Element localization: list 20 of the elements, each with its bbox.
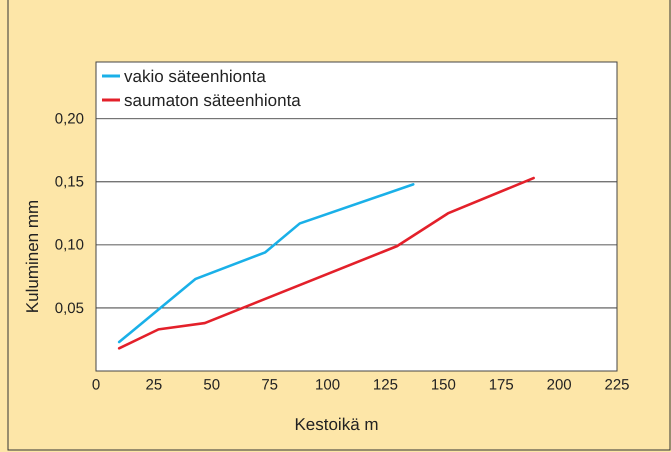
x-tick-label: 225 [604, 376, 630, 394]
legend-label: saumaton säteenhionta [124, 91, 302, 110]
y-tick-label: 0,20 [54, 110, 84, 128]
x-axis-title: Kestoikä m [294, 415, 379, 434]
y-tick-label: 0,05 [54, 300, 84, 317]
x-tick-label: 125 [372, 376, 398, 394]
y-axis-title: Kuluminen mm [23, 200, 42, 314]
x-tick-label: 0 [92, 376, 100, 394]
x-tick-label: 75 [261, 376, 278, 394]
x-tick-label: 25 [146, 376, 162, 394]
x-tick-label: 50 [203, 376, 220, 394]
y-tick-label: 0,15 [54, 174, 84, 191]
legend-label: vakio säteenhionta [124, 67, 266, 86]
line-series [118, 183, 415, 344]
line-series [118, 176, 535, 350]
x-tick-label: 100 [315, 376, 340, 394]
x-tick-label: 150 [430, 376, 456, 394]
x-tick-label: 200 [546, 376, 572, 394]
x-tick-label: 175 [488, 376, 514, 394]
y-tick-label: 0,10 [54, 236, 84, 254]
